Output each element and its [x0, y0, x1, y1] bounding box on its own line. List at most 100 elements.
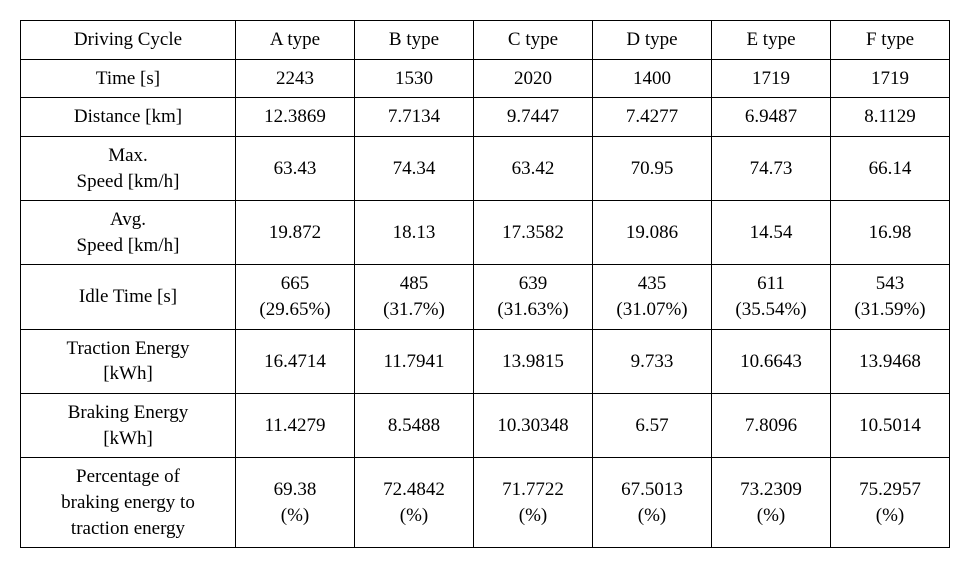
table-row: Max. Speed [km/h] 63.43 74.34 63.42 70.9… — [21, 136, 950, 200]
cell: 543 (31.59%) — [831, 265, 950, 329]
cell: 73.2309 (%) — [712, 458, 831, 548]
col-header: C type — [474, 21, 593, 60]
cell-line: 75.2957 — [835, 477, 945, 503]
table-row: Time [s] 2243 1530 2020 1400 1719 1719 — [21, 59, 950, 98]
cell: 1719 — [712, 59, 831, 98]
cell: 63.43 — [236, 136, 355, 200]
row-label: Max. Speed [km/h] — [21, 136, 236, 200]
row-label-line: Speed [km/h] — [25, 233, 231, 259]
cell-line: (%) — [597, 503, 707, 529]
cell-line: (31.63%) — [478, 297, 588, 323]
row-label-line: Percentage of — [25, 464, 231, 490]
row-label-line: Avg. — [25, 207, 231, 233]
row-label-line: traction energy — [25, 516, 231, 542]
row-label-line: Traction Energy — [25, 336, 231, 362]
cell: 11.7941 — [355, 329, 474, 393]
cell-line: 543 — [835, 271, 945, 297]
cell: 7.7134 — [355, 98, 474, 137]
cell: 19.872 — [236, 201, 355, 265]
row-label: Distance [km] — [21, 98, 236, 137]
cell-line: 639 — [478, 271, 588, 297]
table-row: Distance [km] 12.3869 7.7134 9.7447 7.42… — [21, 98, 950, 137]
col-header: B type — [355, 21, 474, 60]
cell: 9.7447 — [474, 98, 593, 137]
cell-line: (%) — [478, 503, 588, 529]
col-header: F type — [831, 21, 950, 60]
cell-line: (%) — [835, 503, 945, 529]
cell: 7.4277 — [593, 98, 712, 137]
cell: 10.6643 — [712, 329, 831, 393]
row-label: Avg. Speed [km/h] — [21, 201, 236, 265]
cell: 10.5014 — [831, 394, 950, 458]
row-label-line: braking energy to — [25, 490, 231, 516]
cell-line: 435 — [597, 271, 707, 297]
row-label-line: [kWh] — [25, 426, 231, 452]
cell: 7.8096 — [712, 394, 831, 458]
table-header-row: Driving Cycle A type B type C type D typ… — [21, 21, 950, 60]
cell: 16.4714 — [236, 329, 355, 393]
cell: 6.57 — [593, 394, 712, 458]
cell-line: 485 — [359, 271, 469, 297]
cell: 11.4279 — [236, 394, 355, 458]
cell: 10.30348 — [474, 394, 593, 458]
cell-line: (29.65%) — [240, 297, 350, 323]
cell: 74.73 — [712, 136, 831, 200]
cell-line: 67.5013 — [597, 477, 707, 503]
cell: 1530 — [355, 59, 474, 98]
table-row: Idle Time [s] 665 (29.65%) 485 (31.7%) 6… — [21, 265, 950, 329]
cell: 639 (31.63%) — [474, 265, 593, 329]
cell: 14.54 — [712, 201, 831, 265]
cell-line: (35.54%) — [716, 297, 826, 323]
row-label: Braking Energy [kWh] — [21, 394, 236, 458]
cell: 67.5013 (%) — [593, 458, 712, 548]
cell-line: 72.4842 — [359, 477, 469, 503]
cell-line: 73.2309 — [716, 477, 826, 503]
cell: 6.9487 — [712, 98, 831, 137]
col-header: D type — [593, 21, 712, 60]
row-label-line: Max. — [25, 143, 231, 169]
cell-line: (31.07%) — [597, 297, 707, 323]
table-row: Braking Energy [kWh] 11.4279 8.5488 10.3… — [21, 394, 950, 458]
row-label-line: Speed [km/h] — [25, 169, 231, 195]
cell-line: (%) — [359, 503, 469, 529]
cell: 485 (31.7%) — [355, 265, 474, 329]
cell-line: (%) — [240, 503, 350, 529]
cell: 8.1129 — [831, 98, 950, 137]
cell: 69.38 (%) — [236, 458, 355, 548]
cell: 665 (29.65%) — [236, 265, 355, 329]
cell: 13.9468 — [831, 329, 950, 393]
cell: 72.4842 (%) — [355, 458, 474, 548]
cell: 63.42 — [474, 136, 593, 200]
cell: 1400 — [593, 59, 712, 98]
cell: 16.98 — [831, 201, 950, 265]
cell: 2243 — [236, 59, 355, 98]
cell-line: (%) — [716, 503, 826, 529]
cell-line: 71.7722 — [478, 477, 588, 503]
cell-line: (31.59%) — [835, 297, 945, 323]
col-header: A type — [236, 21, 355, 60]
col-header: E type — [712, 21, 831, 60]
cell: 12.3869 — [236, 98, 355, 137]
row-label: Percentage of braking energy to traction… — [21, 458, 236, 548]
cell: 2020 — [474, 59, 593, 98]
cell-line: (31.7%) — [359, 297, 469, 323]
table-row: Avg. Speed [km/h] 19.872 18.13 17.3582 1… — [21, 201, 950, 265]
cell: 66.14 — [831, 136, 950, 200]
table-row: Percentage of braking energy to traction… — [21, 458, 950, 548]
table-row: Traction Energy [kWh] 16.4714 11.7941 13… — [21, 329, 950, 393]
cell: 18.13 — [355, 201, 474, 265]
driving-cycle-table: Driving Cycle A type B type C type D typ… — [20, 20, 950, 548]
cell: 611 (35.54%) — [712, 265, 831, 329]
cell: 75.2957 (%) — [831, 458, 950, 548]
cell: 1719 — [831, 59, 950, 98]
cell: 71.7722 (%) — [474, 458, 593, 548]
row-label: Time [s] — [21, 59, 236, 98]
cell: 9.733 — [593, 329, 712, 393]
row-label: Traction Energy [kWh] — [21, 329, 236, 393]
row-label-line: Braking Energy — [25, 400, 231, 426]
cell-line: 611 — [716, 271, 826, 297]
cell: 17.3582 — [474, 201, 593, 265]
cell: 13.9815 — [474, 329, 593, 393]
cell: 74.34 — [355, 136, 474, 200]
cell: 435 (31.07%) — [593, 265, 712, 329]
